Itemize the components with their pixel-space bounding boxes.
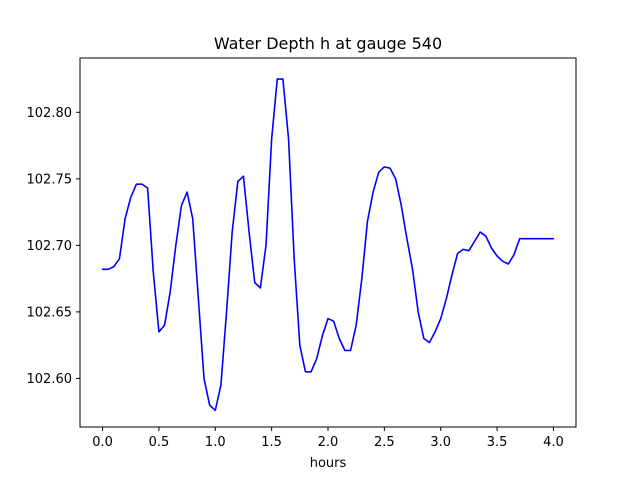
- x-tick-label: 1.5: [261, 435, 282, 450]
- chart-title: Water Depth h at gauge 540: [214, 34, 442, 53]
- x-tick-label: 2.0: [318, 435, 339, 450]
- x-tick-label: 4.0: [543, 435, 564, 450]
- y-tick-label: 102.75: [27, 172, 73, 187]
- plot-area: [101, 78, 555, 412]
- x-axis: 0.0 0.5 1.0 1.5 2.0 2.5 3.0 3.5 4.0: [92, 427, 564, 450]
- x-tick-label: 3.0: [430, 435, 451, 450]
- x-tick-label: 0.0: [92, 435, 113, 450]
- axes-frame: [79, 57, 577, 428]
- series-line-0: [101, 78, 555, 412]
- x-axis-label: hours: [310, 456, 347, 471]
- x-tick-label: 1.0: [205, 435, 226, 450]
- y-tick-label: 102.65: [27, 305, 73, 320]
- y-tick-label: 102.80: [27, 106, 73, 121]
- y-tick-label: 102.70: [27, 239, 73, 254]
- x-tick-label: 3.5: [487, 435, 508, 450]
- y-axis: 102.60 102.65 102.70 102.75 102.80: [27, 106, 80, 387]
- x-tick-label: 0.5: [149, 435, 170, 450]
- y-tick-label: 102.60: [27, 372, 73, 387]
- x-tick-label: 2.5: [374, 435, 395, 450]
